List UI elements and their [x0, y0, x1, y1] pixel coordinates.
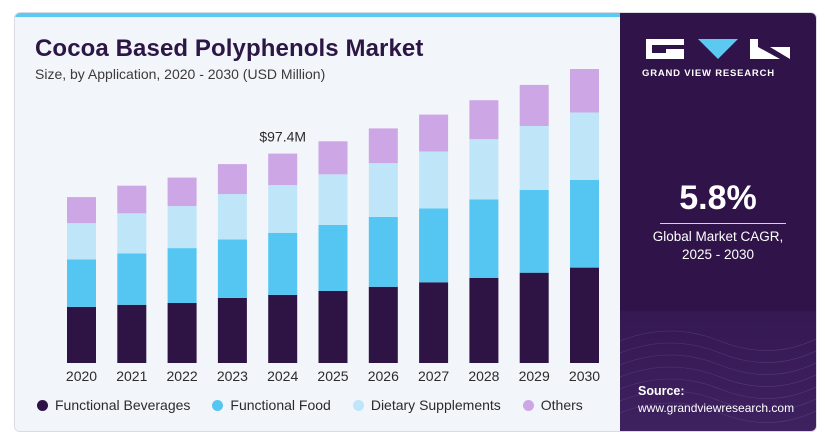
legend-label: Dietary Supplements: [370, 397, 501, 413]
stacked-bar-chart: 2020 2021 2022 2023 2024 $97.4M 2025 2026 2027 20…: [66, 69, 600, 384]
bar-segment-others-2020: [67, 197, 96, 224]
x-tick-label-2021: 2021: [116, 368, 147, 384]
bar-segment-functional-beverages-2024: [268, 294, 298, 363]
bar-segment-dietary-supplements-2029: [519, 126, 549, 190]
chart-legend: Functional Beverages Functional Food Dieta…: [37, 397, 583, 413]
bar-segment-functional-food-2027: [419, 208, 449, 283]
bar-segment-others-2025: [318, 141, 348, 175]
bar-segment-functional-food-2025: [318, 225, 348, 291]
chart-title: Cocoa Based Polyphenols Market: [35, 35, 424, 62]
source-url[interactable]: www.grandviewresearch.com: [638, 401, 795, 415]
bar-segment-others-2029: [519, 84, 549, 126]
cagr-label-line2: 2025 - 2030: [681, 247, 755, 262]
bar-segment-functional-beverages-2020: [67, 306, 96, 363]
x-tick-label-2027: 2027: [418, 368, 449, 384]
legend-label: Functional Food: [230, 397, 331, 413]
bar-segment-functional-food-2020: [67, 259, 96, 307]
x-tick-label-2020: 2020: [66, 368, 97, 384]
bar-segment-functional-beverages-2026: [368, 286, 398, 363]
legend-label: Others: [540, 397, 583, 413]
bar-segment-dietary-supplements-2028: [469, 139, 499, 200]
bar-segment-functional-food-2029: [519, 189, 549, 273]
bar-segment-functional-beverages-2029: [519, 272, 549, 363]
legend-item-functional-beverages: Functional Beverages: [37, 397, 190, 413]
brand-name: GRAND VIEW RESEARCH: [642, 68, 775, 79]
cagr-label: Global Market CAGR, 2025 - 2030: [620, 228, 816, 264]
bar-segment-dietary-supplements-2022: [167, 206, 197, 249]
cagr-label-line1: Global Market CAGR,: [652, 229, 784, 244]
bar-segment-others-2021: [117, 185, 147, 214]
bar-segment-others-2027: [419, 114, 449, 152]
bar-segment-functional-food-2023: [217, 239, 247, 298]
legend-item-others: Others: [522, 397, 583, 413]
info-panel: GRAND VIEW RESEARCH 5.8% Global Market C…: [620, 13, 816, 431]
decorative-wave-pattern: [620, 311, 816, 431]
bar-segment-functional-beverages-2030: [570, 267, 599, 363]
legend-swatch: [212, 399, 224, 411]
gvr-logo-icon: [646, 39, 790, 59]
x-tick-label-2026: 2026: [368, 368, 399, 384]
chart-card: Cocoa Based Polyphenols Market Size, by …: [14, 12, 817, 432]
bar-segment-functional-beverages-2021: [117, 304, 147, 363]
legend-swatch: [522, 399, 534, 411]
bar-segment-others-2026: [368, 128, 398, 164]
bar-segment-others-2030: [570, 69, 599, 113]
bar-segment-dietary-supplements-2023: [217, 194, 247, 240]
bar-segment-functional-food-2021: [117, 253, 147, 305]
bar-segment-functional-food-2030: [570, 180, 599, 268]
bar-segment-functional-beverages-2023: [217, 297, 247, 363]
bar-segment-dietary-supplements-2020: [67, 223, 96, 260]
legend-swatch: [352, 399, 364, 411]
bar-segment-functional-beverages-2025: [318, 291, 348, 363]
bar-segment-functional-beverages-2027: [419, 282, 449, 363]
legend-item-dietary-supplements: Dietary Supplements: [352, 397, 501, 413]
bar-segment-others-2024: [268, 153, 298, 186]
accent-bar: [15, 13, 620, 17]
legend-label: Functional Beverages: [55, 397, 191, 413]
legend-swatch: [37, 399, 48, 411]
x-tick-label-2030: 2030: [569, 368, 600, 384]
bar-segment-functional-food-2026: [368, 216, 398, 287]
bar-segment-others-2023: [217, 164, 247, 195]
x-tick-label-2024: 2024: [267, 368, 298, 384]
source-label: Source:: [638, 384, 685, 398]
bar-segment-functional-food-2028: [469, 199, 499, 278]
x-tick-label-2022: 2022: [167, 368, 198, 384]
x-tick-label-2028: 2028: [468, 368, 499, 384]
cagr-value: 5.8%: [679, 179, 757, 217]
bar-segment-dietary-supplements-2021: [117, 213, 147, 254]
bar-segment-functional-food-2024: [268, 232, 298, 295]
bar-segment-functional-food-2022: [167, 248, 197, 303]
bar-segment-dietary-supplements-2024: [268, 185, 298, 233]
bar-segment-dietary-supplements-2027: [419, 151, 449, 209]
chart-panel: Cocoa Based Polyphenols Market Size, by …: [15, 13, 620, 431]
bar-segment-dietary-supplements-2026: [368, 163, 398, 217]
chart-subtitle: Size, by Application, 2020 - 2030 (USD M…: [35, 66, 326, 82]
cagr-divider: [660, 223, 786, 224]
bar-segment-dietary-supplements-2025: [318, 174, 348, 225]
bar-segment-others-2028: [469, 100, 499, 140]
bar-segment-functional-beverages-2028: [469, 277, 499, 363]
bar-segment-others-2022: [167, 177, 197, 207]
bar-segment-dietary-supplements-2030: [570, 112, 599, 180]
legend-item-functional-food: Functional Food: [212, 397, 331, 413]
bar-segment-functional-beverages-2022: [167, 303, 197, 363]
data-label-2024: $97.4M: [259, 129, 306, 145]
x-tick-label-2025: 2025: [317, 368, 348, 384]
x-tick-label-2029: 2029: [519, 368, 550, 384]
x-tick-label-2023: 2023: [217, 368, 248, 384]
